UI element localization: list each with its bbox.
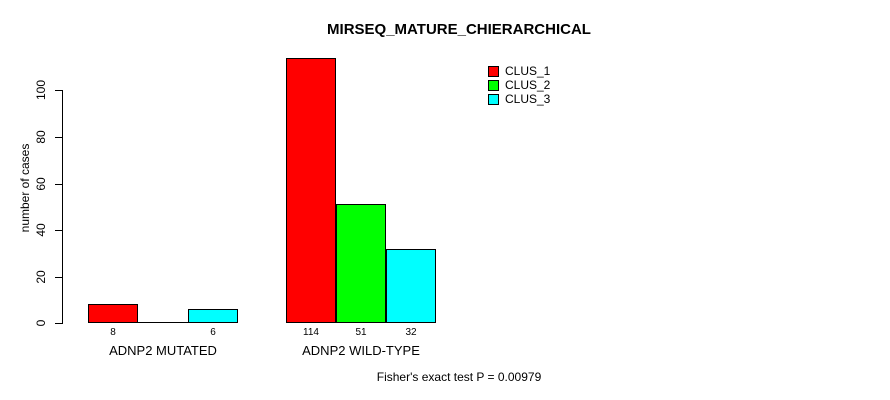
- bar-value-label: 8: [110, 327, 116, 338]
- y-axis-tick: [55, 137, 62, 138]
- legend-label: CLUS_2: [505, 78, 551, 92]
- legend-label: CLUS_3: [505, 92, 551, 106]
- chart-title: MIRSEQ_MATURE_CHIERARCHICAL: [327, 21, 591, 38]
- y-axis-tick: [55, 184, 62, 185]
- legend-item: CLUS_1: [488, 64, 550, 78]
- bar-clus_3-group1: [188, 309, 238, 323]
- category-label-adnp2-mutated: ADNP2 MUTATED: [109, 343, 217, 358]
- bar-value-label: 6: [210, 327, 216, 338]
- legend-item: CLUS_3: [488, 92, 550, 106]
- y-axis-tick: [55, 277, 62, 278]
- y-axis-tick-label: 100: [34, 79, 48, 101]
- y-axis-tick-label: 0: [34, 319, 48, 327]
- legend-swatch-clus_1: [488, 65, 499, 77]
- y-axis-tick-label: 20: [34, 270, 48, 284]
- fisher-test-annotation: Fisher's exact test P = 0.00979: [376, 370, 542, 384]
- bar-value-label: 51: [355, 327, 367, 338]
- y-axis-tick-label: 40: [34, 223, 48, 237]
- bar-clus_2-group2: [336, 204, 386, 323]
- y-axis-tick: [55, 90, 62, 91]
- y-axis-tick: [55, 323, 62, 324]
- y-axis-line: [62, 90, 63, 324]
- bar-value-label: 32: [405, 327, 417, 338]
- y-axis-label: number of cases: [18, 143, 32, 233]
- legend-label: CLUS_1: [505, 64, 551, 78]
- bar-clus_2-group1-zero: [138, 322, 188, 323]
- y-axis-tick-label: 80: [34, 130, 48, 144]
- legend-swatch-clus_2: [488, 79, 499, 91]
- bar-clus_1-group2: [286, 58, 336, 323]
- legend-swatch-clus_3: [488, 93, 499, 105]
- bar-clus_1-group1: [88, 304, 138, 323]
- y-axis-tick-label: 60: [34, 177, 48, 191]
- bar-clus_3-group2: [386, 249, 436, 323]
- legend-item: CLUS_2: [488, 78, 550, 92]
- y-axis-tick: [55, 230, 62, 231]
- category-label-adnp2-wild-type: ADNP2 WILD-TYPE: [302, 343, 420, 358]
- legend: CLUS_1 CLUS_2 CLUS_3: [488, 64, 550, 106]
- bar-value-label: 114: [303, 327, 319, 338]
